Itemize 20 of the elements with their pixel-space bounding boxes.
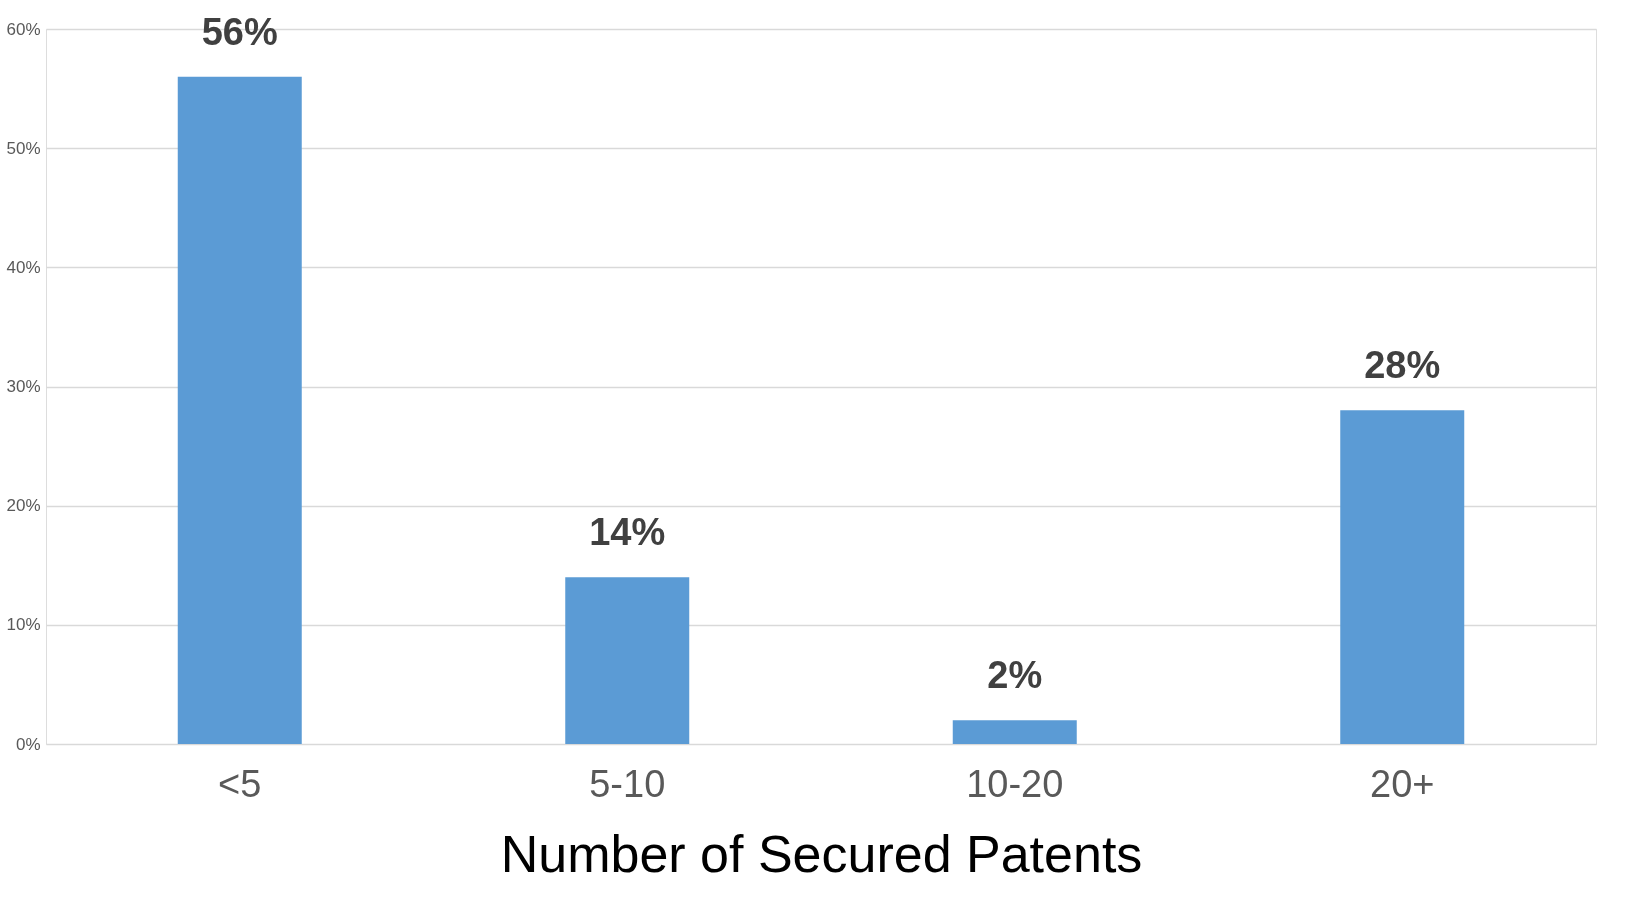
x-tick-label: 5-10 xyxy=(589,762,666,805)
x-tick-label: <5 xyxy=(218,762,262,805)
y-tick-label: 20% xyxy=(6,496,41,516)
y-tick-label: 50% xyxy=(6,138,41,158)
data-label: 14% xyxy=(589,511,666,554)
y-tick-label: 30% xyxy=(6,377,41,396)
y-tick-label: 60% xyxy=(6,19,41,39)
x-axis-title: Number of Secured Patents xyxy=(500,824,1143,883)
x-tick-label: 20+ xyxy=(1370,762,1435,805)
bar xyxy=(565,577,690,744)
data-label: 28% xyxy=(1364,344,1441,387)
y-tick-label: 40% xyxy=(6,257,41,277)
bar xyxy=(952,720,1077,744)
bar xyxy=(177,76,302,744)
data-label: 2% xyxy=(987,654,1043,697)
y-tick-label: 0% xyxy=(15,734,41,754)
data-label: 56% xyxy=(201,10,278,53)
y-tick-label: 10% xyxy=(6,615,41,635)
x-tick-label: 10-20 xyxy=(966,762,1064,805)
bar xyxy=(1340,410,1465,744)
